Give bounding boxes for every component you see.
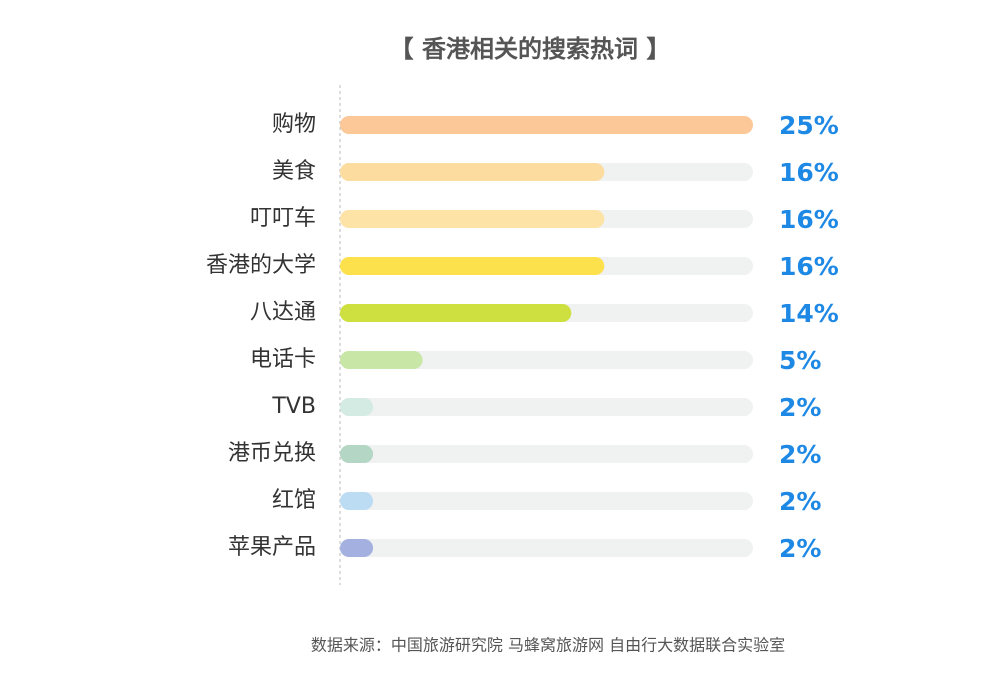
category-label: 苹果产品 <box>228 535 316 560</box>
bar <box>340 304 572 322</box>
value-label: 16% <box>779 205 839 234</box>
value-label: 2% <box>779 440 821 469</box>
value-label: 2% <box>779 487 821 516</box>
value-label: 14% <box>779 299 839 328</box>
value-label: 2% <box>779 534 821 563</box>
bar <box>340 116 753 134</box>
bar-track <box>340 398 753 416</box>
bar <box>340 210 605 228</box>
category-label: 香港的大学 <box>206 253 316 278</box>
category-label: 叮叮车 <box>250 206 316 231</box>
bar-track <box>340 539 753 557</box>
source: 数据来源：中国旅游研究院 马蜂窝旅游网 自由行大数据联合实验室 <box>311 636 785 655</box>
category-label: 港币兑换 <box>228 441 316 466</box>
chart-title: 【 香港相关的搜索热词 】 <box>390 35 671 63</box>
bar <box>340 163 605 181</box>
value-label: 2% <box>779 393 821 422</box>
value-label: 16% <box>779 252 839 281</box>
bar <box>340 351 423 369</box>
bar <box>340 445 374 463</box>
bar <box>340 257 605 275</box>
category-label: TVB <box>271 394 316 419</box>
bar-track <box>340 492 753 510</box>
category-label: 红馆 <box>272 488 316 513</box>
bar-track <box>340 351 753 369</box>
value-label: 25% <box>779 111 839 140</box>
value-label: 16% <box>779 158 839 187</box>
bar <box>340 539 374 557</box>
category-label: 八达通 <box>250 300 316 325</box>
bar-track <box>340 445 753 463</box>
bar <box>340 492 374 510</box>
category-label: 电话卡 <box>250 347 316 372</box>
value-label: 5% <box>779 346 821 375</box>
bar <box>340 398 374 416</box>
category-label: 购物 <box>272 112 316 137</box>
category-label: 美食 <box>272 159 316 184</box>
